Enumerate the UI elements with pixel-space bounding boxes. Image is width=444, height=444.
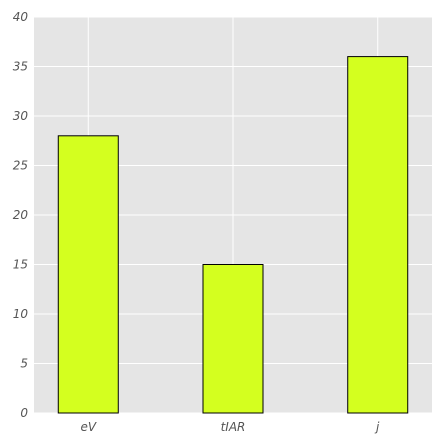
y-tick-label: 0	[20, 406, 28, 420]
y-tick-label: 15	[13, 258, 28, 272]
bars	[57, 56, 409, 414]
y-tick-label: 40	[13, 10, 29, 24]
y-tick-label: 20	[13, 208, 29, 222]
x-tick-labels: eV tIAR j	[80, 420, 380, 434]
x-tick-label: j	[374, 420, 380, 434]
x-tick-label: tIAR	[221, 420, 246, 434]
y-tick-label: 35	[13, 60, 28, 74]
y-tick-label: 25	[13, 159, 28, 173]
bar-j	[347, 56, 409, 414]
x-tick-label: eV	[80, 420, 96, 434]
bar-tiar	[202, 264, 264, 414]
y-tick-label: 10	[13, 307, 29, 321]
y-tick-labels: 0 5 10 15 20 25 30 35 40	[13, 10, 29, 420]
y-tick-label: 5	[20, 357, 28, 371]
bar-ev	[57, 135, 119, 414]
y-tick-label: 30	[13, 109, 29, 123]
